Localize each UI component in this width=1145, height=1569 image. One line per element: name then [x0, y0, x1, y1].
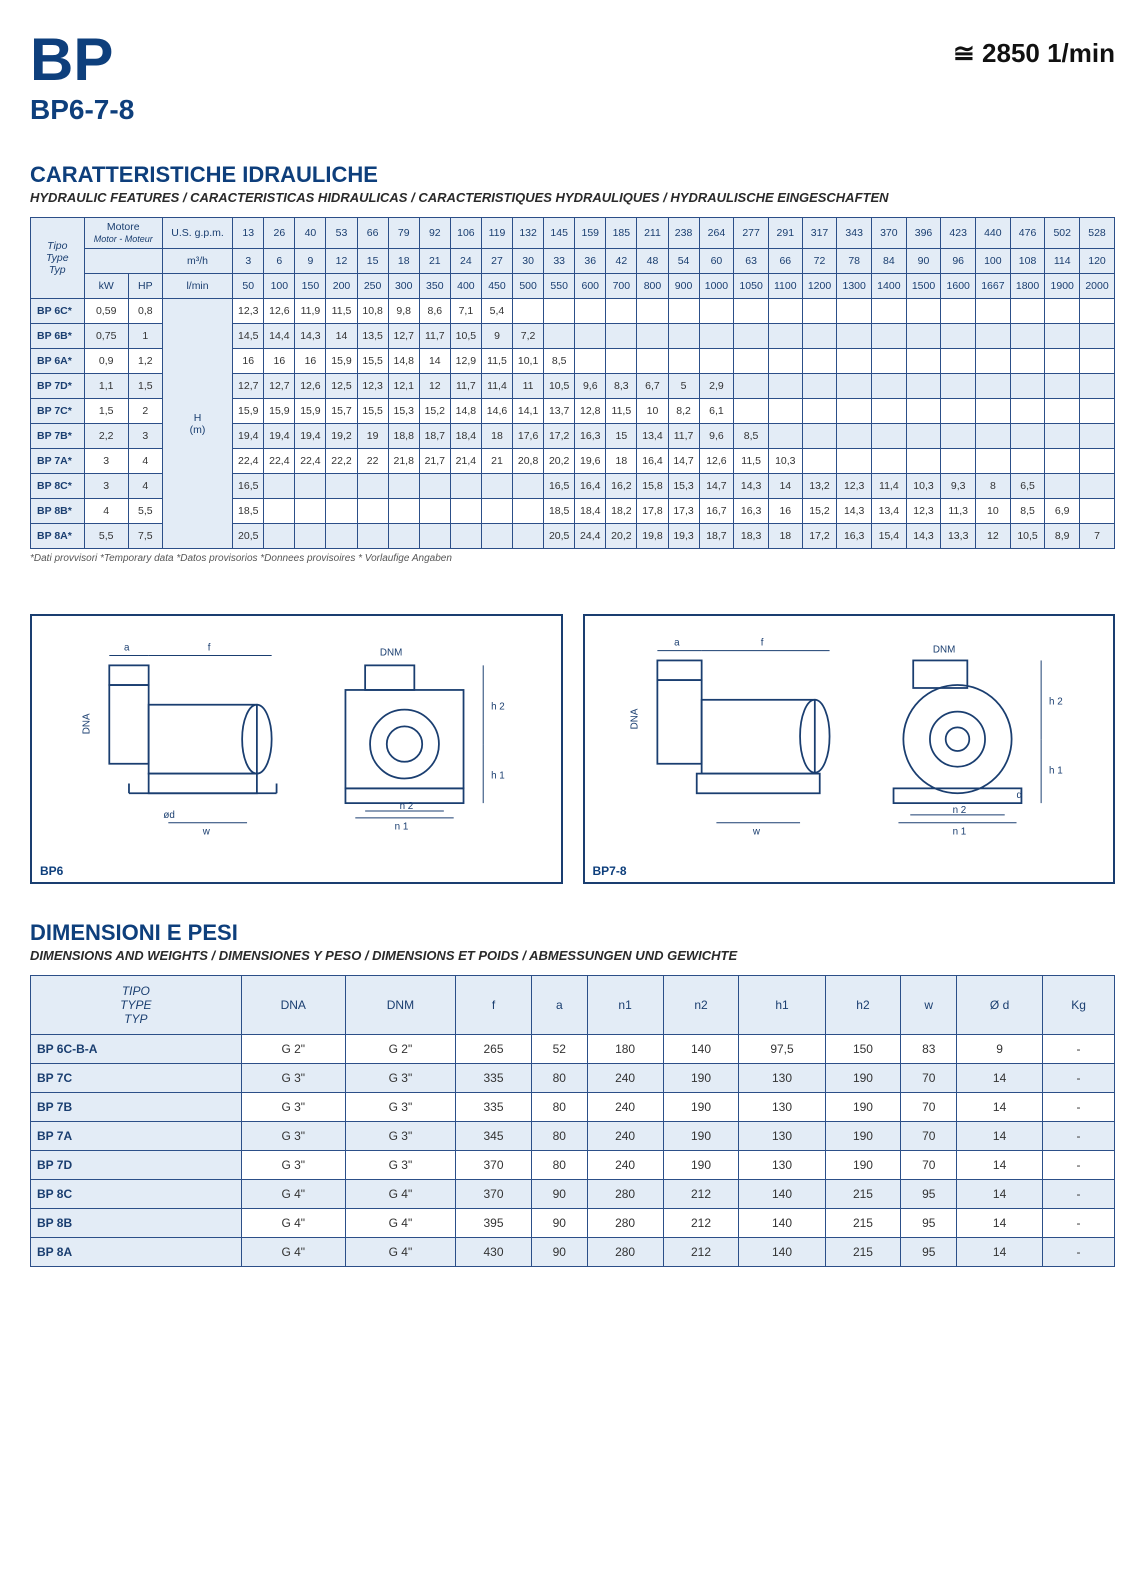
svg-text:f: f [760, 638, 763, 649]
svg-text:n 1: n 1 [952, 827, 966, 838]
sec1-subtitle: HYDRAULIC FEATURES / CARACTERISTICAS HID… [30, 190, 1115, 205]
rpm-label: ≅ 2850 1/min [953, 38, 1115, 69]
diagram-bp78: a f DNA w DNM h 1 h 2 n 1 n 2 d BP7-8 [583, 614, 1116, 884]
sec1-title: CARATTERISTICHE IDRAULICHE [30, 162, 1115, 188]
logo-block: BP BP6-7-8 [30, 30, 134, 126]
svg-text:a: a [124, 643, 130, 654]
svg-text:n 1: n 1 [395, 822, 409, 833]
svg-text:h 1: h 1 [491, 771, 505, 782]
svg-text:ød: ød [163, 810, 174, 821]
diagram-bp6-svg: a f DNA w ød DNM h 1 h 2 n 1 n 2 [42, 626, 551, 872]
diagram-bp78-svg: a f DNA w DNM h 1 h 2 n 1 n 2 d [595, 626, 1104, 872]
diagram-bp78-label: BP7-8 [593, 864, 627, 878]
svg-text:n 2: n 2 [400, 801, 414, 812]
hydraulic-table: TipoTypeTypMotoreMotor - MoteurU.S. g.p.… [30, 217, 1115, 549]
svg-text:DNM: DNM [380, 648, 402, 659]
svg-text:d: d [1016, 790, 1021, 801]
diagram-bp6-label: BP6 [40, 864, 63, 878]
footnote: *Dati provvisori *Temporary data *Datos … [30, 553, 1115, 564]
diagrams-row: a f DNA w ød DNM h 1 h 2 n 1 n 2 BP6 a [30, 614, 1115, 884]
dimensions-table: TIPO TYPE TYPDNADNMfan1n2h1h2wØ dKgBP 6C… [30, 975, 1115, 1267]
svg-text:h 2: h 2 [491, 702, 505, 713]
svg-text:n 2: n 2 [952, 805, 966, 816]
svg-text:f: f [208, 643, 211, 654]
sec2-title: DIMENSIONI E PESI [30, 920, 1115, 946]
svg-text:DNM: DNM [932, 645, 954, 656]
svg-text:a: a [674, 638, 680, 649]
logo-text: BP [30, 30, 134, 90]
svg-text:DNA: DNA [82, 713, 93, 734]
sub-logo: BP6-7-8 [30, 94, 134, 126]
svg-text:DNA: DNA [629, 708, 640, 729]
svg-text:w: w [202, 827, 211, 838]
svg-text:w: w [751, 827, 760, 838]
sec2-subtitle: DIMENSIONS AND WEIGHTS / DIMENSIONES Y P… [30, 948, 1115, 963]
page-header: BP BP6-7-8 ≅ 2850 1/min [30, 30, 1115, 126]
svg-text:h 2: h 2 [1049, 697, 1063, 708]
svg-text:h 1: h 1 [1049, 766, 1063, 777]
diagram-bp6: a f DNA w ød DNM h 1 h 2 n 1 n 2 BP6 [30, 614, 563, 884]
